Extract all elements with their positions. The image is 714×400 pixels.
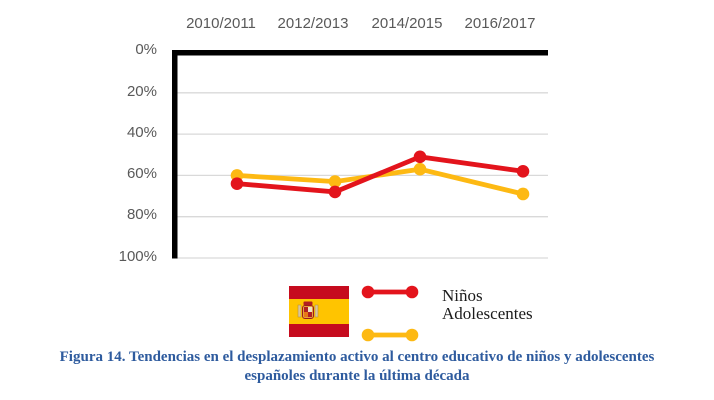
y-axis-tick: 0% (135, 41, 157, 58)
data-point-adolescentes (413, 162, 427, 176)
line-chart (172, 50, 548, 342)
y-axis-tick: 20% (126, 83, 157, 100)
x-axis-label: 2012/2013 (277, 15, 349, 32)
legend-label-ninos: Niños (442, 286, 483, 305)
x-axis-label: 2010/2011 (186, 15, 256, 32)
y-axis-tick: 40% (126, 124, 157, 141)
series-line-niños (234, 154, 526, 195)
data-point-adolescentes (516, 187, 530, 201)
data-point-niños (328, 185, 342, 199)
data-point-niños (230, 177, 244, 190)
data-point-adolescentes (328, 175, 342, 188)
x-axis-label: 2016/2017 (464, 15, 536, 32)
chart-legend: Niños Adolescentes (442, 287, 533, 323)
legend-glyph-dot (361, 328, 375, 342)
data-point-niños (516, 164, 530, 178)
x-axis-label: 2014/2015 (371, 15, 443, 32)
caption-line-1: Figura 14. Tendencias en el desplazamien… (59, 349, 655, 365)
caption-line-2: españoles durante la última década (244, 368, 470, 384)
data-point-niños (413, 150, 427, 164)
spain-coat-of-arms (297, 301, 319, 319)
y-axis-tick: 80% (126, 206, 157, 223)
y-axis-tick: 60% (126, 165, 157, 182)
spain-flag-icon (289, 286, 349, 337)
figure-caption: Figura 14. Tendencias en el desplazamien… (0, 348, 714, 386)
legend-glyph-dot (405, 328, 419, 342)
legend-label-adolescentes: Adolescentes (442, 304, 533, 323)
y-axis-line (172, 50, 178, 259)
x-axis-line (172, 50, 548, 56)
y-axis-tick: 100% (118, 248, 157, 265)
legend-glyph-dot (361, 285, 375, 299)
legend-glyph-dot (405, 285, 419, 299)
